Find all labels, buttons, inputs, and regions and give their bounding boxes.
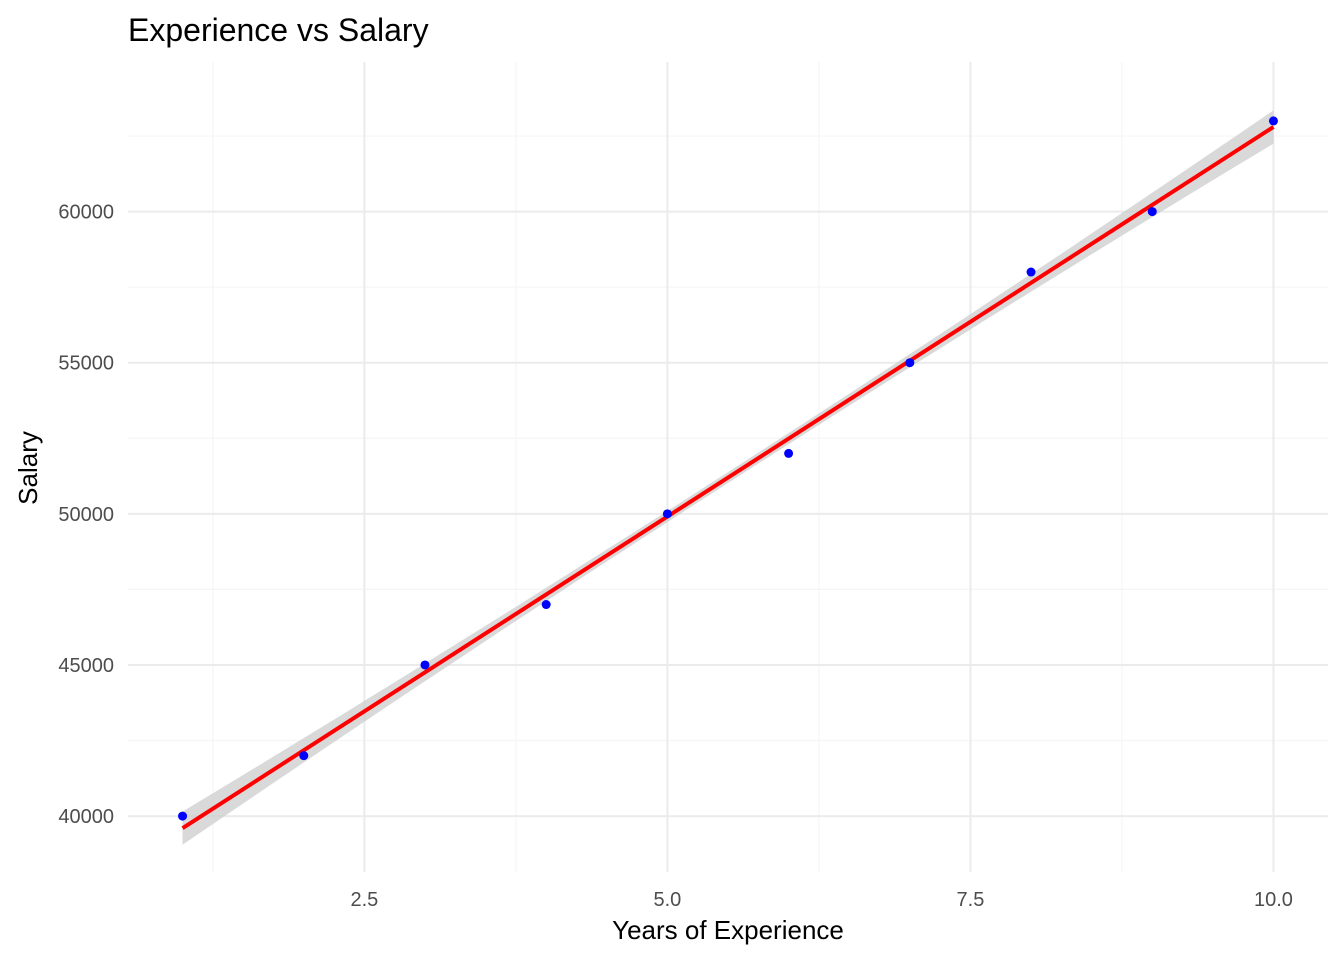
data-point (905, 358, 915, 368)
y-tick-label: 50000 (58, 504, 114, 526)
data-point (420, 660, 430, 670)
grid-major (128, 62, 1328, 872)
x-tick-label: 10.0 (1254, 889, 1293, 911)
data-point (1268, 116, 1278, 126)
data-point (662, 509, 672, 519)
data-point (541, 600, 551, 610)
x-tick-label: 7.5 (957, 889, 985, 911)
plot-panel (128, 62, 1328, 872)
x-axis-title: Years of Experience (612, 915, 844, 945)
y-tick-label: 40000 (58, 806, 114, 828)
y-axis-title: Salary (13, 431, 43, 505)
y-axis-tick-labels: 40000 45000 50000 55000 60000 (58, 202, 114, 828)
x-tick-label: 2.5 (350, 889, 378, 911)
y-tick-label: 60000 (58, 202, 114, 224)
y-tick-label: 45000 (58, 655, 114, 677)
chart-title: Experience vs Salary (128, 12, 429, 48)
x-tick-label: 5.0 (653, 889, 681, 911)
data-point (1026, 267, 1036, 277)
data-point (1147, 207, 1157, 217)
trend-line-layer (181, 125, 1275, 830)
trend-line (181, 125, 1275, 830)
points-layer (178, 116, 1278, 821)
data-point (299, 751, 309, 761)
data-point (784, 448, 794, 458)
data-point (178, 811, 188, 821)
y-tick-label: 55000 (58, 353, 114, 375)
x-axis-tick-labels: 2.5 5.0 7.5 10.0 (350, 889, 1292, 911)
